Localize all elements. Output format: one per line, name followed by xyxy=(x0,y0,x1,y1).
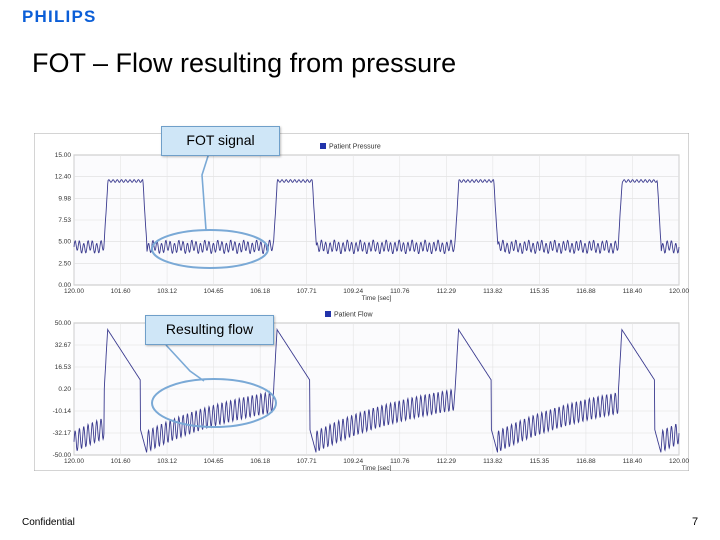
fot-signal-callout: FOT signal xyxy=(161,126,280,156)
x-tick-label: 101.60 xyxy=(111,458,131,465)
x-tick-label: 104.65 xyxy=(204,458,224,465)
y-tick-label: 32.67 xyxy=(55,342,72,349)
philips-logo: PHILIPS xyxy=(22,7,97,26)
x-tick-label: 103.12 xyxy=(157,288,177,295)
slide-title: FOT – Flow resulting from pressure xyxy=(32,48,457,78)
flow-trace xyxy=(73,327,680,453)
legend-label: Patient Pressure xyxy=(329,144,381,151)
x-tick-label: 110.76 xyxy=(390,288,410,295)
y-tick-label: 12.40 xyxy=(55,174,72,181)
x-axis-label: Time [sec] xyxy=(362,295,392,302)
y-tick-label: 16.53 xyxy=(55,364,72,371)
y-tick-label: 50.00 xyxy=(55,320,72,327)
highlight-overlay xyxy=(151,152,277,428)
x-tick-label: 107.71 xyxy=(297,458,317,465)
x-tick-label: 112.29 xyxy=(437,458,457,465)
x-tick-label: 106.18 xyxy=(250,288,270,295)
legend-swatch xyxy=(320,143,326,149)
x-tick-label: 106.18 xyxy=(250,458,270,465)
x-tick-label: 120.00 xyxy=(64,288,84,295)
y-tick-label: -10.14 xyxy=(53,408,72,415)
x-tick-label: 115.35 xyxy=(530,458,550,465)
flow-panel: 50.0032.6716.530.20-10.14-32.17-50.00120… xyxy=(53,311,689,471)
x-tick-label: 116.88 xyxy=(576,288,596,295)
y-tick-label: -50.00 xyxy=(53,452,72,459)
fot-highlight-ring xyxy=(151,229,269,269)
x-tick-label: 101.60 xyxy=(111,288,131,295)
y-tick-label: 7.53 xyxy=(58,217,71,224)
x-tick-label: 120.00 xyxy=(64,458,84,465)
legend-label: Patient Flow xyxy=(334,312,373,319)
resulting-flow-callout: Resulting flow xyxy=(145,315,274,345)
x-tick-label: 113.82 xyxy=(483,458,503,465)
fot-pointer-line xyxy=(201,152,210,231)
fot-figure: 15.00 12.40 9.98 7.53 5.00 2.50 0.00 120.00 101.… xyxy=(34,133,689,471)
x-tick-label: 120.00 xyxy=(669,288,689,295)
y-tick-label: 9.98 xyxy=(58,195,71,202)
x-tick-label: 116.88 xyxy=(576,458,596,465)
x-tick-label: 118.40 xyxy=(623,458,643,465)
x-tick-label: 112.29 xyxy=(437,288,457,295)
x-tick-label: 113.82 xyxy=(483,288,503,295)
y-tick-label: 15.00 xyxy=(55,152,72,159)
confidential-label: Confidential xyxy=(22,517,75,528)
y-tick-label: 5.00 xyxy=(58,239,71,246)
x-tick-label: 118.40 xyxy=(623,288,643,295)
x-axis-label: Time [sec] xyxy=(362,465,392,471)
x-tick-label: 109.24 xyxy=(343,288,363,295)
flow-highlight-ring xyxy=(151,378,277,428)
x-tick-label: 115.35 xyxy=(530,288,550,295)
x-tick-label: 110.76 xyxy=(390,458,410,465)
flow-pointer-line xyxy=(165,344,205,382)
page-number: 7 xyxy=(692,516,699,528)
x-tick-label: 103.12 xyxy=(157,458,177,465)
pressure-trace xyxy=(73,179,680,255)
y-tick-label: 0.00 xyxy=(58,282,71,289)
x-tick-label: 109.24 xyxy=(343,458,363,465)
x-tick-label: 120.00 xyxy=(669,458,689,465)
y-tick-label: 0.20 xyxy=(58,386,71,393)
legend-swatch xyxy=(325,311,331,317)
x-tick-label: 104.65 xyxy=(204,288,224,295)
y-tick-label: -32.17 xyxy=(53,430,72,437)
y-tick-label: 2.50 xyxy=(58,260,71,267)
x-tick-label: 107.71 xyxy=(297,288,317,295)
